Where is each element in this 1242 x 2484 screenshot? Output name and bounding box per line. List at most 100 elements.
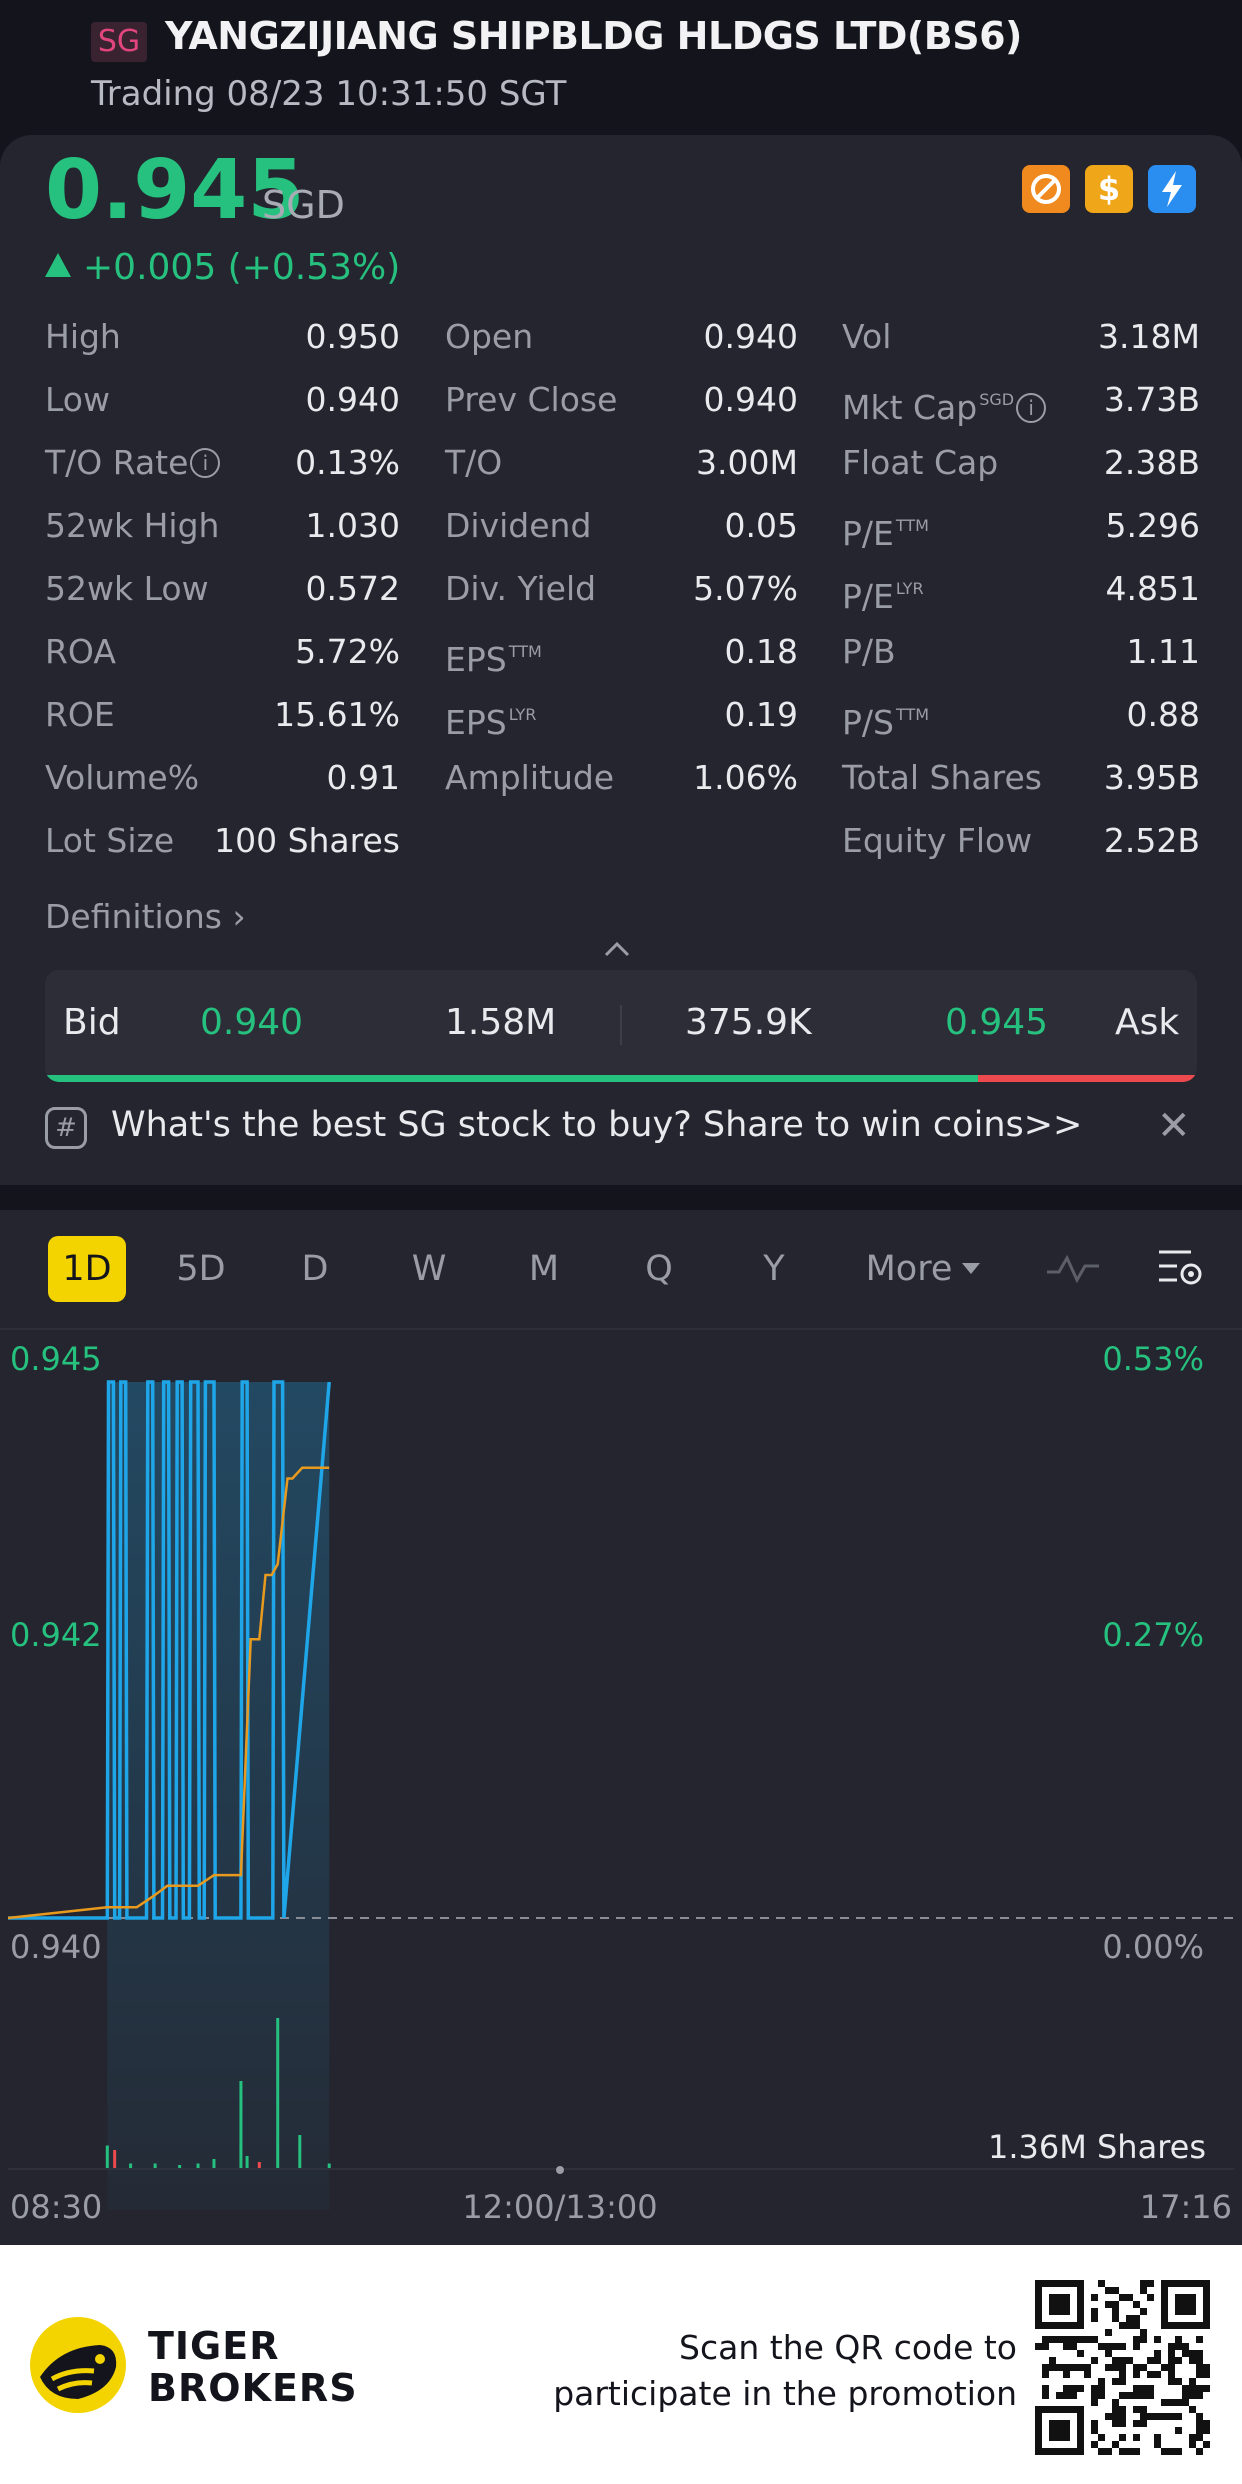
more-dropdown[interactable]: More xyxy=(858,1236,988,1302)
stat-value-p-e-ttm: 5.296 xyxy=(1105,506,1200,545)
tab-period-5d[interactable]: 5D xyxy=(176,1249,226,1289)
qr-module xyxy=(1133,2322,1140,2329)
stat-label-text: T/O xyxy=(445,443,503,482)
qr-module xyxy=(1119,2357,1126,2364)
ask-ratio-bar xyxy=(978,1075,1197,1082)
tab-period-1d[interactable]: 1D xyxy=(48,1236,126,1302)
stat-label-mkt-cap-sgd[interactable]: Mkt Cap SGD i xyxy=(842,368,1047,431)
x-tick-label: 17:16 xyxy=(1140,2188,1232,2226)
scan-line-1: Scan the QR code to xyxy=(679,2328,1017,2367)
hashtag-icon: # xyxy=(45,1107,87,1149)
qr-module xyxy=(1140,2329,1147,2336)
qr-module xyxy=(1098,2392,1105,2399)
indicator-icon[interactable] xyxy=(1045,1254,1101,1284)
qr-finder xyxy=(1175,2294,1196,2315)
info-icon[interactable]: i xyxy=(190,448,221,478)
qr-module xyxy=(1175,2336,1182,2343)
promo-banner[interactable]: # What's the best SG stock to buy? Share… xyxy=(45,1095,1197,1165)
qr-module xyxy=(1203,2427,1210,2434)
chevron-up-icon[interactable] xyxy=(602,935,632,965)
qr-module xyxy=(1140,2406,1147,2413)
qr-module xyxy=(1140,2420,1147,2427)
qr-module xyxy=(1175,2448,1182,2455)
qr-module xyxy=(1196,2336,1203,2343)
qr-module xyxy=(1168,2364,1175,2371)
qr-module xyxy=(1049,2364,1056,2371)
close-icon[interactable]: ✕ xyxy=(1157,1103,1191,1149)
quote-card: 0.945 SGD +0.005 (+0.53%) $ High 0.950 Ope… xyxy=(0,135,1242,1185)
stat-label-t-o-rate[interactable]: T/O Rate i xyxy=(45,431,221,494)
stat-label-high: High xyxy=(45,305,121,368)
qr-module xyxy=(1119,2343,1126,2350)
stat-label-amplitude: Amplitude xyxy=(445,746,614,809)
qr-module xyxy=(1154,2434,1161,2441)
qr-module xyxy=(1196,2434,1203,2441)
stat-label-low: Low xyxy=(45,368,110,431)
tab-period-m[interactable]: M xyxy=(528,1249,560,1289)
qr-module xyxy=(1063,2364,1070,2371)
qr-module xyxy=(1049,2336,1056,2343)
qr-module xyxy=(1105,2448,1112,2455)
stat-value-p-e-lyr: 4.851 xyxy=(1105,569,1200,608)
qr-module xyxy=(1063,2385,1070,2392)
qr-module xyxy=(1203,2441,1210,2448)
bid-price: 0.940 xyxy=(200,1002,304,1043)
qr-module xyxy=(1077,2385,1084,2392)
qr-module xyxy=(1098,2280,1105,2287)
definitions-link[interactable]: Definitions › xyxy=(45,897,246,936)
stat-label-text: Amplitude xyxy=(445,758,615,797)
dividend-icon[interactable]: $ xyxy=(1085,165,1133,213)
qr-module xyxy=(1112,2378,1119,2385)
tab-period-y[interactable]: Y xyxy=(763,1249,785,1289)
qr-code-icon[interactable] xyxy=(1035,2280,1210,2455)
qr-module xyxy=(1084,2336,1091,2343)
avg-price-line xyxy=(7,1466,330,1920)
stat-label-text: P/E xyxy=(842,577,894,616)
stat-value-volume: 0.91 xyxy=(326,758,400,797)
qr-module xyxy=(1077,2336,1084,2343)
intraday-chart[interactable]: 0.945 0.942 0.940 0.53% 0.27% 0.00% 1.36M Shar… xyxy=(0,1210,1242,2245)
qr-module xyxy=(1140,2385,1147,2392)
tab-period-w[interactable]: W xyxy=(411,1249,447,1289)
y-tick-right: 0.00% xyxy=(1102,1928,1204,1966)
qr-module xyxy=(1042,2364,1049,2371)
stats-row: Volume% 0.91 Amplitude 1.06% Total Shares 3.9… xyxy=(45,746,1200,809)
no-short-icon[interactable] xyxy=(1022,165,1070,213)
stat-label-text: Lot Size xyxy=(45,821,175,860)
header: SG YANGZIJIANG SHIPBLDG HLDGS LTD(BS6) T… xyxy=(0,0,1242,135)
stat-value-t-o-rate: 0.13% xyxy=(295,443,400,482)
tiger-logo-icon xyxy=(30,2317,126,2413)
stat-label-text: Low xyxy=(45,380,110,419)
promo-text[interactable]: What's the best SG stock to buy? Share t… xyxy=(111,1105,1083,1145)
stat-label-text: 52wk Low xyxy=(45,569,209,608)
stat-value-dividend: 0.05 xyxy=(724,506,798,545)
qr-module xyxy=(1091,2399,1098,2406)
chart-settings-icon[interactable] xyxy=(1155,1246,1205,1292)
qr-finder xyxy=(1049,2420,1070,2441)
y-tick-left: 0.940 xyxy=(10,1928,102,1966)
tab-period-d[interactable]: D xyxy=(301,1249,329,1289)
market-badge: SG xyxy=(91,22,147,62)
info-icon[interactable]: i xyxy=(1016,393,1047,423)
stat-value-low: 0.940 xyxy=(305,380,400,419)
qr-module xyxy=(1112,2287,1119,2294)
qr-module xyxy=(1133,2434,1140,2441)
lightning-icon[interactable] xyxy=(1148,165,1196,213)
qr-module xyxy=(1203,2420,1210,2427)
y-tick-right: 0.27% xyxy=(1102,1616,1204,1654)
qr-module xyxy=(1056,2336,1063,2343)
stat-label-text: EPS xyxy=(445,703,507,742)
stat-value-prev-close: 0.940 xyxy=(703,380,798,419)
tab-period-q[interactable]: Q xyxy=(645,1249,673,1289)
qr-module xyxy=(1161,2413,1168,2420)
stat-value-roa: 5.72% xyxy=(295,632,400,671)
bid-ask-divider xyxy=(620,1005,622,1045)
x-tick-label: 12:00/13:00 xyxy=(462,2188,657,2226)
qr-module xyxy=(1070,2364,1077,2371)
qr-module xyxy=(1168,2448,1175,2455)
scan-instructions: Scan the QR code to participate in the p… xyxy=(553,2325,1017,2417)
qr-module xyxy=(1042,2336,1049,2343)
qr-module xyxy=(1189,2406,1196,2413)
brand-line-2: BROKERS xyxy=(148,2366,358,2410)
price-area-fill xyxy=(107,1382,330,2210)
